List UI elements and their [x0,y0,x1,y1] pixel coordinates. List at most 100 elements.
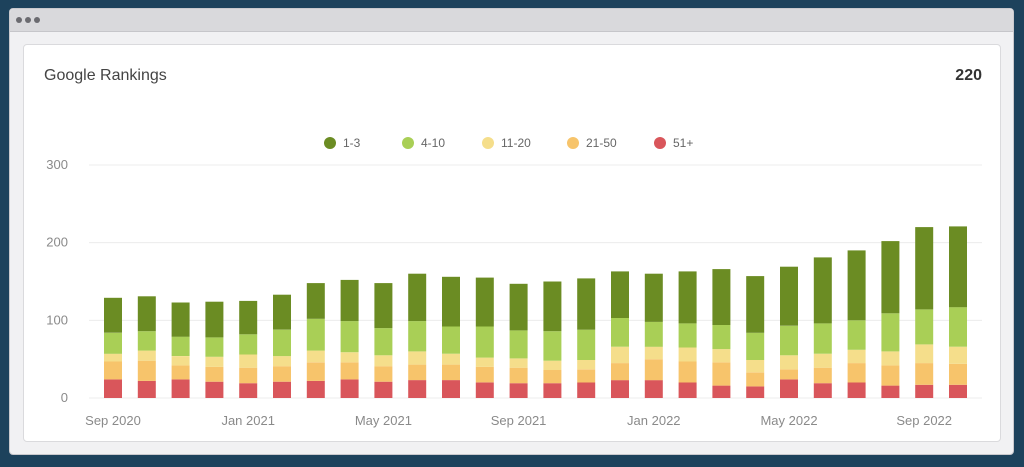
bar-segment-11-20[interactable] [137,350,156,361]
bar-segment-1-3[interactable] [239,300,258,335]
bar-segment-1-3[interactable] [712,269,731,325]
bar-segment-1-3[interactable] [543,281,562,332]
bar-segment-51plus[interactable] [408,380,427,398]
bar-segment-21-50[interactable] [205,366,224,382]
bar-segment-51plus[interactable] [104,379,122,398]
bar-segment-21-50[interactable] [374,366,393,382]
bar-segment-21-50[interactable] [475,366,494,383]
bar-segment-11-20[interactable] [306,350,325,363]
bar-segment-4-10[interactable] [712,325,731,350]
bar-segment-51plus[interactable] [847,382,866,399]
bar-segment-51plus[interactable] [881,385,900,398]
bar-segment-51plus[interactable] [239,383,258,398]
bar-segment-11-20[interactable] [273,356,291,367]
bar-segment-51plus[interactable] [746,386,765,398]
legend-label[interactable]: 4-10 [421,136,445,150]
bar-segment-1-3[interactable] [915,227,934,310]
bar-segment-21-50[interactable] [340,362,359,380]
bar-segment-4-10[interactable] [104,332,122,354]
bar-segment-51plus[interactable] [813,383,832,398]
bar-segment-21-50[interactable] [644,359,663,381]
bar-segment-4-10[interactable] [340,321,359,353]
bar-segment-4-10[interactable] [273,329,291,357]
bar-segment-51plus[interactable] [442,380,460,398]
bar-segment-51plus[interactable] [306,380,325,398]
bar-segment-4-10[interactable] [543,331,562,361]
bar-segment-21-50[interactable] [712,362,731,386]
bar-segment-51plus[interactable] [171,379,190,398]
bar-segment-51plus[interactable] [780,379,798,398]
window-control-dot[interactable] [16,17,22,23]
bar-segment-21-50[interactable] [611,363,629,381]
bar-segment-4-10[interactable] [577,329,596,360]
bar-segment-1-3[interactable] [205,301,224,338]
bar-segment-1-3[interactable] [881,241,900,314]
bar-segment-21-50[interactable] [678,361,697,383]
bar-segment-11-20[interactable] [509,358,528,368]
bar-segment-51plus[interactable] [543,383,562,398]
bar-segment-11-20[interactable] [813,353,832,368]
bar-segment-4-10[interactable] [644,321,663,347]
bar-segment-21-50[interactable] [137,360,156,381]
bar-segment-11-20[interactable] [543,360,562,370]
bar-segment-11-20[interactable] [340,352,359,363]
bar-segment-11-20[interactable] [915,344,934,363]
bar-segment-11-20[interactable] [712,349,731,363]
bar-segment-4-10[interactable] [509,330,528,359]
bar-segment-1-3[interactable] [374,283,393,329]
bar-segment-4-10[interactable] [611,318,629,347]
legend-marker[interactable] [567,137,579,149]
legend-label[interactable]: 1-3 [343,136,361,150]
bar-segment-11-20[interactable] [847,349,866,363]
bar-segment-21-50[interactable] [780,369,798,380]
bar-segment-51plus[interactable] [678,382,697,399]
bar-segment-1-3[interactable] [746,276,765,333]
bar-segment-1-3[interactable] [137,296,156,332]
bar-segment-21-50[interactable] [408,364,427,381]
bar-segment-21-50[interactable] [239,367,258,384]
bar-segment-4-10[interactable] [306,318,325,351]
bar-segment-21-50[interactable] [881,365,900,386]
bar-segment-4-10[interactable] [374,328,393,356]
bar-segment-1-3[interactable] [780,266,798,326]
bar-segment-11-20[interactable] [442,353,460,365]
bar-segment-51plus[interactable] [644,380,663,398]
bar-segment-11-20[interactable] [205,356,224,367]
bar-segment-11-20[interactable] [881,351,900,366]
bar-segment-4-10[interactable] [475,326,494,358]
bar-segment-51plus[interactable] [712,385,731,398]
bar-segment-4-10[interactable] [137,331,156,351]
bar-segment-4-10[interactable] [205,337,224,357]
bar-segment-1-3[interactable] [847,250,866,321]
bar-segment-21-50[interactable] [104,361,122,380]
bar-segment-21-50[interactable] [273,366,291,382]
bar-segment-21-50[interactable] [171,365,190,380]
bar-segment-51plus[interactable] [475,382,494,399]
bar-segment-51plus[interactable] [509,383,528,398]
legend-marker[interactable] [324,137,336,149]
bar-segment-21-50[interactable] [509,367,528,384]
bar-segment-11-20[interactable] [408,351,427,365]
bar-segment-21-50[interactable] [746,372,765,387]
bar-segment-21-50[interactable] [813,367,832,384]
bar-segment-11-20[interactable] [949,346,967,364]
bar-segment-11-20[interactable] [475,357,494,367]
bar-segment-4-10[interactable] [678,323,697,348]
bar-segment-4-10[interactable] [881,313,900,352]
bar-segment-4-10[interactable] [847,320,866,350]
bar-segment-51plus[interactable] [374,381,393,398]
bar-segment-1-3[interactable] [306,283,325,319]
bar-segment-1-3[interactable] [408,273,427,322]
bar-segment-21-50[interactable] [442,364,460,381]
bar-segment-21-50[interactable] [543,370,562,384]
bar-segment-51plus[interactable] [340,379,359,398]
legend-label[interactable]: 21-50 [586,136,617,150]
legend-marker[interactable] [402,137,414,149]
legend-label[interactable]: 11-20 [501,136,531,150]
bar-segment-21-50[interactable] [915,363,934,385]
bar-segment-1-3[interactable] [273,294,291,330]
bar-segment-1-3[interactable] [442,276,460,327]
bar-segment-21-50[interactable] [847,363,866,383]
bar-segment-1-3[interactable] [577,278,596,330]
bar-segment-21-50[interactable] [577,369,596,383]
